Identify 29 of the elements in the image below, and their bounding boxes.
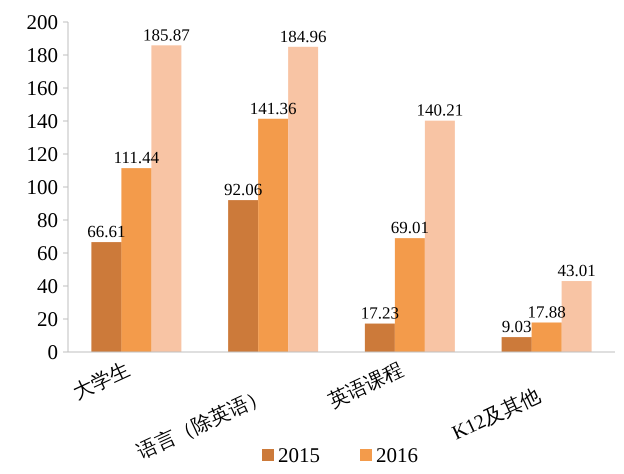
bar [91, 242, 122, 352]
data-label: 140.21 [416, 100, 464, 120]
y-tick-label: 0 [48, 340, 58, 364]
data-label: 43.01 [558, 261, 596, 280]
legend-label: 2015 [278, 443, 320, 467]
x-tick-label: K12及其他 [448, 384, 544, 444]
data-label: 141.36 [250, 98, 296, 118]
data-label: 185.87 [143, 25, 190, 44]
y-tick-label: 160 [26, 76, 58, 100]
y-tick-label: 40 [37, 274, 58, 298]
y-tick-label: 60 [37, 241, 58, 265]
y-tick-label: 140 [26, 109, 58, 133]
data-label: 184.96 [280, 26, 326, 46]
bar [532, 322, 562, 352]
x-tick-label: 英语课程 [325, 358, 407, 412]
y-tick-label: 100 [26, 175, 58, 199]
y-tick-label: 80 [37, 208, 58, 232]
y-tick-label: 120 [26, 142, 58, 166]
legend-label: 2016 [376, 443, 418, 467]
x-tick-label: 大学生 [70, 358, 134, 404]
x-tick-label: 语言（除英语） [134, 384, 270, 464]
data-label: 111.44 [114, 148, 160, 168]
y-tick-label: 200 [26, 10, 58, 34]
bar [364, 324, 395, 352]
y-tick-label: 20 [37, 307, 58, 331]
bar [228, 200, 258, 352]
bar [502, 337, 532, 352]
y-tick-label: 180 [26, 43, 58, 67]
data-label: 69.01 [390, 218, 429, 238]
